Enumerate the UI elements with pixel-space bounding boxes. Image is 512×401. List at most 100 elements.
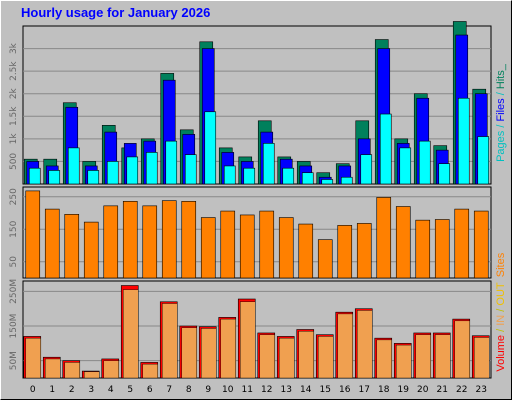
legend-traffic-item: /: [495, 89, 507, 98]
bar-in: [25, 337, 41, 379]
bar-pages: [477, 136, 490, 185]
y-tick-label: 1k: [9, 133, 19, 145]
bar-in: [396, 344, 412, 379]
bar-pages: [48, 170, 61, 185]
bar-in: [474, 337, 490, 379]
bar-sites: [83, 221, 99, 279]
bar-sites: [434, 219, 450, 279]
legend-volume-item: /: [495, 326, 507, 335]
x-tick-label: 2: [69, 385, 75, 395]
x-tick-label: 17: [359, 385, 370, 395]
legend-traffic-item: Pages: [495, 130, 507, 162]
bar-pages: [340, 176, 353, 185]
y-tick-label: 500: [9, 153, 19, 170]
x-tick-label: 6: [147, 385, 153, 395]
bar-in: [103, 360, 119, 379]
bar-in: [318, 336, 334, 379]
bar-in: [84, 371, 100, 379]
bar-sites: [376, 197, 392, 279]
x-tick-label: 5: [127, 385, 133, 395]
bar-pages: [457, 97, 470, 185]
bar-pages: [28, 167, 41, 185]
bar-pages: [282, 167, 295, 185]
legend-volume-item: IN: [495, 315, 507, 326]
bar-in: [454, 320, 470, 379]
legend-traffic-item: /: [495, 122, 507, 131]
bar-in: [162, 303, 178, 379]
bar-pages: [360, 154, 373, 185]
bar-pages: [438, 163, 451, 185]
bar-sites: [44, 208, 60, 279]
legend-volume: Volume / IN / OUT: [495, 282, 507, 372]
x-tick-label: 7: [166, 385, 172, 395]
bar-in: [240, 301, 256, 379]
x-tick-label: 0: [30, 385, 36, 395]
x-tick-label: 19: [398, 385, 410, 395]
bar-pages: [165, 140, 178, 185]
y-tick-label: 250M: [9, 279, 19, 304]
x-tick-label: 11: [242, 385, 253, 395]
bar-sites: [142, 205, 158, 279]
bar-in: [220, 318, 236, 379]
x-tick-label: 9: [205, 385, 211, 395]
chart-title: Hourly usage for January 2026: [21, 5, 211, 20]
y-tick-label: 150: [9, 220, 19, 237]
bar-sites: [317, 239, 333, 279]
x-tick-label: 16: [339, 385, 351, 395]
bar-sites: [103, 205, 119, 279]
bar-in: [415, 334, 431, 379]
x-tick-label: 22: [456, 385, 467, 395]
bar-sites: [161, 200, 177, 279]
y-tick-label: 3k: [9, 42, 19, 54]
bar-in: [435, 334, 451, 379]
bar-in: [181, 327, 197, 379]
bar-pages: [184, 154, 197, 185]
bar-pages: [418, 140, 431, 185]
legend-sites: Sites: [495, 252, 507, 277]
bar-sites: [259, 210, 275, 279]
bar-in: [259, 334, 275, 379]
x-tick-label: 18: [378, 385, 390, 395]
bar-sites: [122, 201, 138, 279]
x-tick-label: 23: [476, 385, 487, 395]
legend-traffic-item: _: [495, 63, 507, 71]
bar-pages: [67, 147, 80, 185]
bar-sites: [64, 214, 80, 279]
legend-traffic: Pages / Files / Hits_: [495, 63, 507, 162]
bar-pages: [223, 165, 236, 185]
bar-pages: [301, 172, 314, 185]
bar-in: [298, 331, 314, 379]
bar-sites: [200, 217, 216, 279]
bar-pages: [87, 170, 100, 185]
x-tick-label: 21: [437, 385, 448, 395]
x-tick-label: 10: [222, 385, 234, 395]
y-tick-label: 250: [9, 188, 19, 205]
bar-sites: [356, 223, 372, 279]
y-tick-label: 1.5k: [9, 106, 19, 126]
bar-sites: [220, 210, 236, 279]
bar-pages: [379, 113, 392, 185]
bar-sites: [181, 201, 197, 279]
bar-pages: [145, 152, 158, 185]
plot-area-2: [22, 280, 492, 379]
bar-sites: [415, 219, 431, 279]
legend-traffic-item: Files: [495, 98, 507, 122]
x-tick-label: 13: [281, 385, 292, 395]
bar-sites: [25, 190, 41, 279]
bar-in: [376, 339, 392, 379]
legend-volume-item: Volume: [495, 335, 507, 372]
bar-pages: [106, 161, 119, 185]
bar-sites: [278, 217, 294, 279]
bar-in: [142, 363, 158, 379]
bar-in: [279, 337, 295, 379]
bar-sites: [239, 214, 255, 279]
legend-traffic-item: Hits: [495, 70, 507, 89]
bar-pages: [243, 167, 256, 185]
bar-sites: [454, 208, 470, 279]
x-tick-label: 3: [88, 385, 94, 395]
bar-sites: [473, 210, 489, 279]
x-tick-label: 15: [320, 385, 331, 395]
y-tick-label: 2.5k: [9, 61, 19, 81]
bar-sites: [337, 225, 353, 279]
